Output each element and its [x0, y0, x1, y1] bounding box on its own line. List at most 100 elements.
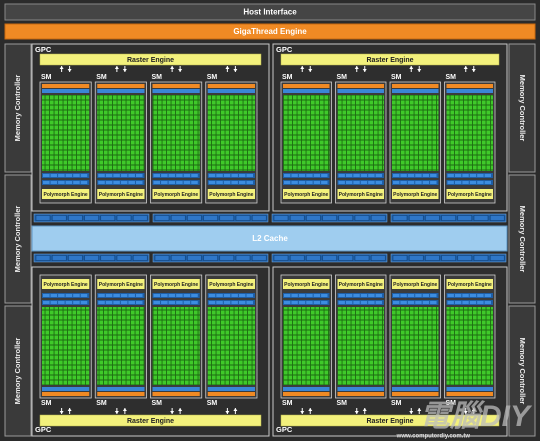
sm-unit-cell [368, 301, 375, 304]
polymorph-engine [97, 279, 145, 289]
memory-controller [508, 174, 536, 304]
raster-engine [280, 414, 500, 427]
sm-unit-cell [454, 301, 462, 304]
polymorph-engine-label: Polymorph Engine [99, 282, 143, 288]
sm-label: SM [41, 400, 52, 407]
sm-cores [97, 95, 145, 171]
sm-unit-cell [368, 174, 375, 177]
memory-controller-label: Memory Controller [518, 75, 527, 142]
sm-label: SM [152, 74, 163, 81]
l2-port-cell [116, 215, 132, 221]
sm-unit-cell [393, 294, 400, 297]
l2-port-cell [392, 215, 408, 221]
sm-unit-cell [58, 294, 65, 297]
sm-unit-cell [135, 294, 143, 297]
l2-port-cell [100, 215, 116, 221]
sm-cache [337, 84, 384, 88]
sm-unit-cell [484, 174, 491, 177]
sm-unit-cell [353, 174, 360, 177]
sm-dispatch [392, 387, 439, 391]
sm-unit-cell [183, 301, 191, 304]
l2-port-cell [289, 255, 305, 261]
sm-cores [152, 307, 200, 385]
arrow-head [300, 411, 305, 414]
arrow-head [308, 408, 313, 411]
sm-unit-cell [161, 294, 168, 297]
sm-unit-cell [191, 294, 198, 297]
memory-controller-label: Memory Controller [518, 206, 527, 273]
sm-unit-cell [298, 181, 306, 184]
arrow-head [67, 408, 72, 411]
l2-port-cell [68, 215, 83, 221]
sm-unit-cell [98, 301, 105, 304]
arrow-head [170, 411, 175, 414]
polymorph-engine [97, 189, 145, 199]
sm-unit-cell [65, 174, 73, 177]
sm-unit-cell [168, 181, 176, 184]
gigathread-bar [4, 23, 536, 40]
sm-cache [392, 84, 439, 88]
sm-dispatch [392, 89, 439, 93]
sm-dispatch [337, 89, 384, 93]
sm-cache [283, 84, 330, 88]
l2-port-cell [51, 215, 67, 221]
sm-unit-cell [183, 181, 191, 184]
l2-port-cell [35, 215, 51, 221]
l2-port-cell [219, 255, 235, 261]
arrow-head [354, 66, 359, 69]
sm-unit-cell [208, 174, 216, 177]
sm-unit-cell [284, 174, 291, 177]
sm-unit-cell [128, 294, 135, 297]
sm-unit-cell [422, 181, 430, 184]
arrow-head [362, 69, 367, 72]
sm-dispatch [42, 387, 90, 391]
sm-unit-cell [430, 301, 437, 304]
sm-unit-cell [80, 181, 88, 184]
sm-cores [97, 307, 145, 385]
sm-unit-cell [284, 294, 291, 297]
raster-engine [280, 53, 500, 66]
polymorph-engine [283, 189, 330, 199]
sm-unit-cell [208, 294, 216, 297]
sm-unit-cell [400, 301, 407, 304]
sm-cores [392, 307, 439, 385]
sm-unit-cell [422, 301, 430, 304]
sm-label: SM [282, 400, 293, 407]
sm-unit-cell [208, 181, 216, 184]
sm-unit-cell [462, 174, 469, 177]
sm-cache [446, 392, 493, 396]
arrow-head [122, 69, 127, 72]
sm-unit-cell [168, 174, 176, 177]
sm-unit-cell [313, 174, 321, 177]
sm-unit-cell [176, 181, 183, 184]
sm-unit-cell [321, 174, 328, 177]
polymorph-engine [42, 279, 90, 289]
sm-unit-cell [50, 174, 58, 177]
sm-unit-cell [161, 301, 168, 304]
raster-engine-label: Raster Engine [366, 57, 413, 64]
sm-label: SM [41, 74, 52, 81]
l2-port-cell [235, 215, 251, 221]
sm-unit-cell [407, 174, 415, 177]
arrow-head [225, 411, 230, 414]
sm-unit-cell [246, 294, 253, 297]
polymorph-engine-label: Polymorph Engine [393, 282, 437, 288]
sm-unit-cell [447, 181, 454, 184]
polymorph-engine-label: Polymorph Engine [284, 282, 328, 288]
sm-unit-cell [313, 181, 321, 184]
sm-unit-cell [338, 174, 345, 177]
polymorph-engine-label: Polymorph Engine [154, 192, 198, 198]
sm-cache [97, 84, 145, 88]
l2-cache-label: L2 Cache [252, 234, 288, 243]
sm-label: SM [391, 400, 402, 407]
sm-cores [42, 307, 90, 385]
sm-unit-cell [298, 294, 306, 297]
sm-unit-cell [153, 174, 161, 177]
sm-label: SM [391, 74, 402, 81]
sm-unit-cell [50, 181, 58, 184]
l2-port-cell [203, 215, 218, 221]
sm-unit-cell [191, 174, 198, 177]
sm-unit-cell [462, 181, 469, 184]
sm-unit-cell [353, 301, 360, 304]
